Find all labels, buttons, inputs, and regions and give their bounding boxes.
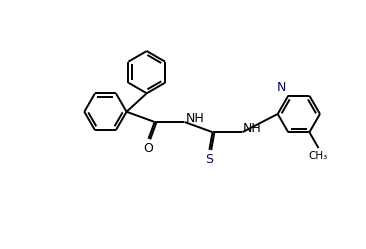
- Text: NH: NH: [186, 112, 204, 125]
- Text: CH₃: CH₃: [309, 151, 328, 161]
- Text: S: S: [205, 153, 213, 167]
- Text: N: N: [277, 81, 286, 94]
- Text: NH: NH: [242, 123, 261, 135]
- Text: O: O: [143, 142, 153, 155]
